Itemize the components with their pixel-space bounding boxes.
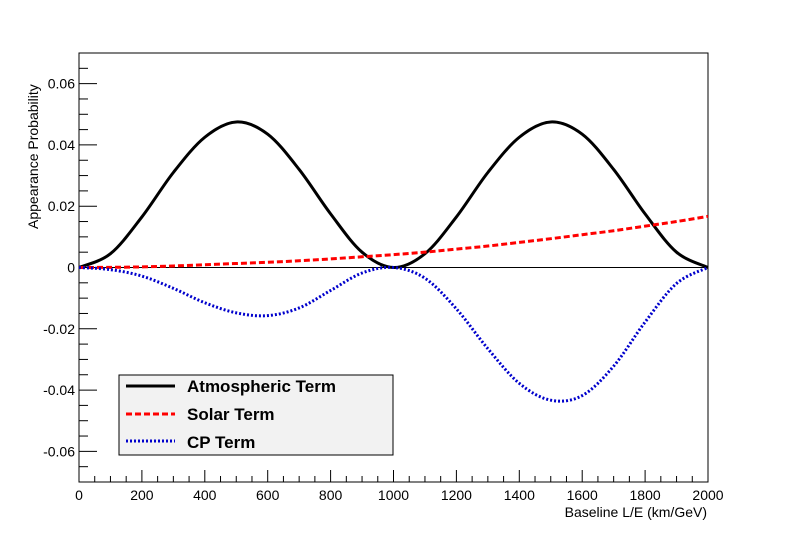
y-tick-label: 0.06 — [48, 76, 75, 92]
legend-label-solar: Solar Term — [187, 405, 275, 424]
minor-ticks — [79, 52, 693, 483]
x-tick-label: 600 — [256, 487, 280, 503]
y-tick-label: 0.04 — [48, 137, 75, 153]
x-tick-label: 1800 — [630, 487, 661, 503]
x-tick-label: 2000 — [692, 487, 723, 503]
y-tick-label: 0 — [67, 260, 75, 276]
x-tick-label: 0 — [75, 487, 83, 503]
legend: Atmospheric Term Solar Term CP Term — [118, 374, 394, 456]
legend-label-atmospheric: Atmospheric Term — [187, 377, 336, 396]
x-tick-label: 1400 — [504, 487, 535, 503]
legend-label-cp: CP Term — [187, 433, 255, 452]
series-line-atmospheric — [78, 120, 709, 270]
series-line-solar — [78, 214, 709, 269]
y-tick-labels: -0.06 -0.04 -0.02 0 0.02 0.04 0.06 — [43, 76, 75, 460]
x-tick-label: 1600 — [567, 487, 598, 503]
x-tick-label: 400 — [193, 487, 217, 503]
x-tick-label: 1000 — [378, 487, 409, 503]
x-axis-title: Baseline L/E (km/GeV) — [565, 504, 707, 520]
series-line-cp — [78, 265, 709, 403]
x-tick-labels: 0 200 400 600 800 1000 1200 1400 1600 1800 2000 — [75, 487, 724, 503]
x-tick-label: 1200 — [441, 487, 472, 503]
y-tick-label: -0.02 — [43, 321, 75, 337]
series-lines — [78, 120, 709, 403]
x-tick-label: 800 — [319, 487, 343, 503]
y-axis-title: Appearance Probability — [25, 84, 41, 229]
y-tick-label: -0.06 — [43, 443, 75, 459]
x-tick-label: 200 — [130, 487, 154, 503]
y-tick-label: 0.02 — [48, 198, 75, 214]
y-tick-label: -0.04 — [43, 382, 75, 398]
